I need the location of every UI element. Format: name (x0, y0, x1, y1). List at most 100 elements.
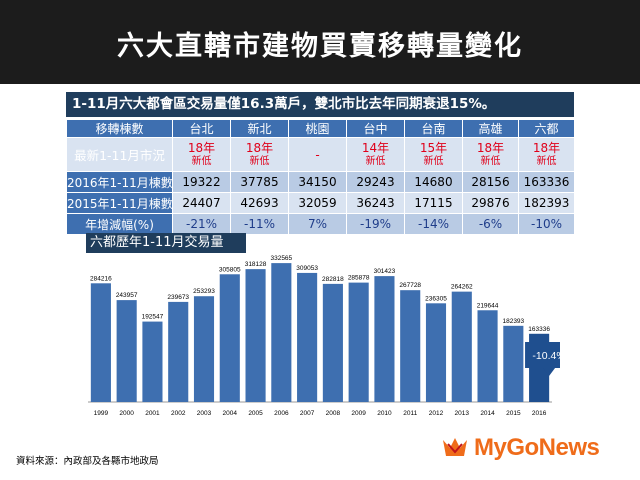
x-tick-label: 2015 (506, 410, 521, 417)
data-label: 301423 (374, 268, 396, 275)
table-cell: -11% (230, 213, 289, 235)
x-tick-label: 2006 (274, 410, 289, 417)
source-note: 資料來源：內政部及各縣市地政局 (16, 456, 159, 467)
table-cell: 19322 (172, 171, 231, 193)
x-tick-label: 2013 (455, 410, 470, 417)
bar-2011 (400, 290, 421, 402)
table-cell: 14年 新低 (346, 137, 405, 172)
data-label: 267728 (399, 282, 421, 289)
x-tick-label: 2000 (119, 410, 134, 417)
city-header: 台南 (404, 119, 463, 138)
data-label: 192547 (142, 314, 164, 321)
bar-2012 (425, 303, 447, 402)
page-title: 六大直轄市建物買賣移轉量變化 (117, 31, 523, 62)
table-cell: 14680 (404, 171, 463, 193)
x-tick-label: 2012 (429, 410, 444, 417)
bar-1999 (90, 283, 111, 402)
table-cell: 163336 (518, 171, 575, 193)
row-label: 2015年1-11月棟數 (66, 192, 173, 214)
table-cell: -19% (346, 213, 405, 235)
data-label: 163336 (528, 326, 550, 333)
table-cell: 18年 新低 (230, 137, 289, 172)
stats-table: 移轉棟數 台北 新北 桃園 台中 台南 高雄 六都 最新1-11月市況 18年新… (66, 119, 575, 235)
x-tick-label: 1999 (94, 410, 109, 417)
headline-banner: 1-11月六大都會區交易量僅16.3萬戶，雙北市比去年同期衰退15%。 (66, 92, 574, 117)
data-label: 243957 (116, 292, 138, 299)
data-label: 318128 (245, 261, 267, 268)
table-cell: 182393 (518, 192, 575, 214)
bar-2005 (245, 269, 266, 402)
row-label: 年增減幅(%) (66, 213, 173, 235)
bar-2007 (297, 272, 318, 402)
x-tick-label: 2007 (300, 410, 315, 417)
bar-2002 (168, 301, 189, 402)
annotation-label: -10.4% (532, 350, 560, 362)
bar-2001 (142, 321, 163, 402)
table-cell: -21% (172, 213, 231, 235)
table-cell: -6% (462, 213, 519, 235)
x-tick-label: 2016 (532, 410, 547, 417)
data-label: 332565 (270, 255, 292, 262)
data-label: 253293 (193, 288, 215, 295)
table-cell: 37785 (230, 171, 289, 193)
bar-2015 (503, 325, 524, 402)
city-header: 桃園 (288, 119, 347, 138)
bar-2003 (193, 296, 215, 402)
x-tick-label: 2011 (403, 410, 417, 417)
x-tick-label: 2002 (171, 410, 186, 417)
city-header: 新北 (230, 119, 289, 138)
table-row-latest: 最新1-11月市況 18年 新低 18年 新低 - 14年 新低 15年 新低 18年新… (66, 137, 575, 172)
table-cell: - (288, 137, 347, 172)
table-cell: 29243 (346, 171, 405, 193)
city-header: 台北 (172, 119, 231, 138)
data-label: 239673 (167, 294, 189, 301)
table-cell: 17115 (404, 192, 463, 214)
table-cell: -10% (518, 213, 575, 235)
table-cell: 28156 (462, 171, 519, 193)
title-bar: 六大直轄市建物買賣移轉量變化 (0, 0, 640, 84)
city-header: 台中 (346, 119, 405, 138)
table-row-2015: 2015年1-11月棟數 24407 42693 32059 36243 171… (66, 192, 575, 214)
x-tick-label: 2003 (197, 410, 212, 417)
data-label: 309053 (296, 265, 318, 272)
bar-2006 (271, 263, 292, 402)
mygonews-logo: MyGoNews (440, 432, 630, 470)
annotation-callout (525, 342, 560, 376)
data-label: 284216 (90, 275, 112, 282)
bar-2008 (322, 283, 343, 402)
table-cell: 34150 (288, 171, 347, 193)
table-cell: 32059 (288, 192, 347, 214)
data-label: 264262 (451, 284, 473, 291)
data-label: 305805 (219, 266, 241, 273)
table-cell: 7% (288, 213, 347, 235)
bar-2004 (219, 274, 240, 402)
data-label: 219644 (477, 302, 499, 309)
x-tick-label: 2014 (480, 410, 495, 417)
table-cell: 29876 (462, 192, 519, 214)
bar-2010 (374, 276, 395, 402)
table-cell: -14% (404, 213, 463, 235)
bar-2013 (451, 291, 472, 402)
logo-mark-icon (443, 438, 467, 456)
x-tick-label: 2009 (351, 410, 366, 417)
table-cell: 18年 新低 (518, 137, 575, 172)
x-tick-label: 2010 (377, 410, 392, 417)
corner-header: 移轉棟數 (66, 119, 173, 138)
table-row-2016: 2016年1-11月棟數 19322 37785 34150 29243 146… (66, 171, 575, 193)
chart-title: 六都歷年1-11月交易量 (86, 233, 246, 253)
x-tick-label: 2005 (248, 410, 263, 417)
x-tick-label: 2004 (223, 410, 238, 417)
city-header: 六都 (518, 119, 575, 138)
table-cell: 18年 新低 (462, 137, 519, 172)
table-header-row: 移轉棟數 台北 新北 桃園 台中 台南 高雄 六都 (66, 119, 575, 138)
bar-2000 (116, 300, 137, 402)
table-row-yoy: 年增減幅(%) -21% -11% 7% -19% -14% -6% -10% (66, 213, 575, 235)
table-cell: 24407 (172, 192, 231, 214)
bar-2014 (477, 310, 498, 402)
table-cell: 42693 (230, 192, 289, 214)
bar-2009 (348, 282, 369, 402)
x-tick-label: 2008 (326, 410, 341, 417)
city-header: 高雄 (462, 119, 519, 138)
table-cell: 18年 新低 (172, 137, 231, 172)
bar-chart: 284216 1999 243957 2000 192547 2001 239673 2002… (88, 255, 560, 417)
